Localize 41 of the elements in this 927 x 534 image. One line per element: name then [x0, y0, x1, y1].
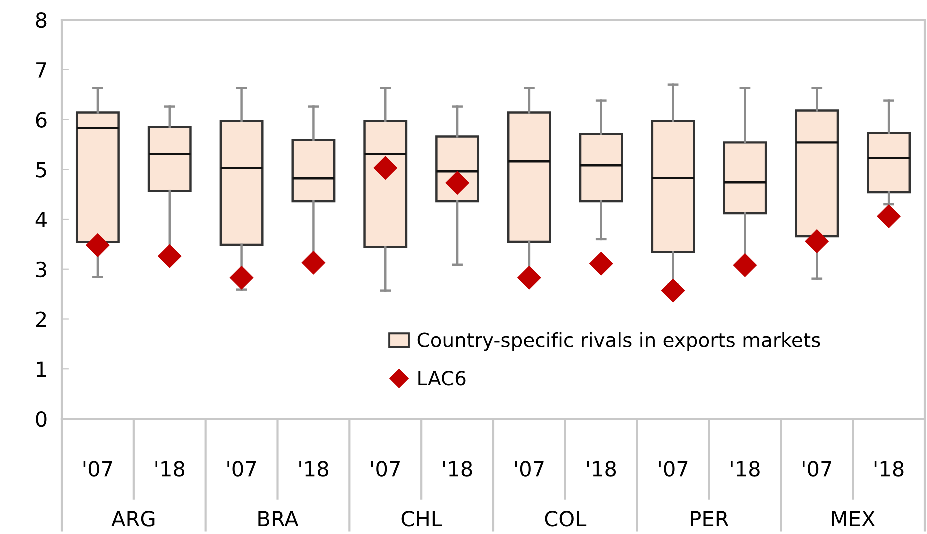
- legend-label: Country-specific rivals in exports markets: [418, 332, 820, 352]
- point: [661, 278, 686, 303]
- y-tick-label: 1: [37, 362, 46, 378]
- point: [877, 204, 902, 229]
- y-tick-label: 7: [36, 62, 46, 78]
- text: BRA: [258, 511, 299, 526]
- x-tick-label: '18: [731, 461, 760, 477]
- point: [805, 229, 830, 254]
- y-tick-label: 2: [36, 312, 46, 328]
- y-tick-label: 3: [36, 262, 46, 278]
- y-tick-label: 6: [36, 112, 47, 128]
- x-tick-label: '07: [84, 461, 112, 477]
- point: [374, 156, 398, 180]
- x-tick-label: '18: [874, 461, 904, 477]
- x-tick-label: '07: [659, 461, 688, 477]
- x-tick-label: '07: [228, 461, 256, 477]
- point: [589, 252, 614, 276]
- point: [733, 253, 758, 278]
- point: [446, 171, 470, 196]
- point: [230, 266, 254, 290]
- x-tick-label: '07: [372, 461, 400, 477]
- text: COL: [545, 511, 587, 527]
- text: CHL: [402, 511, 442, 527]
- x-tick-label: '18: [443, 461, 472, 477]
- y-tick-label: 8: [36, 12, 47, 28]
- x-tick-label: '18: [156, 461, 185, 477]
- text: ARG: [112, 511, 155, 527]
- point: [86, 233, 110, 258]
- text: PER: [691, 511, 729, 526]
- x-tick-label: '07: [803, 461, 832, 477]
- y-tick-label: 5: [36, 162, 46, 178]
- y-tick-label: 0: [36, 411, 47, 428]
- x-tick-label: '18: [300, 461, 328, 477]
- text: MEX: [832, 511, 876, 526]
- legend-label: LAC6: [418, 371, 466, 386]
- x-tick-label: '18: [587, 461, 616, 477]
- point: [517, 266, 542, 290]
- point: [158, 244, 182, 268]
- point: [302, 250, 326, 275]
- x-tick-label: '07: [515, 461, 544, 477]
- y-tick-label: 4: [36, 212, 47, 228]
